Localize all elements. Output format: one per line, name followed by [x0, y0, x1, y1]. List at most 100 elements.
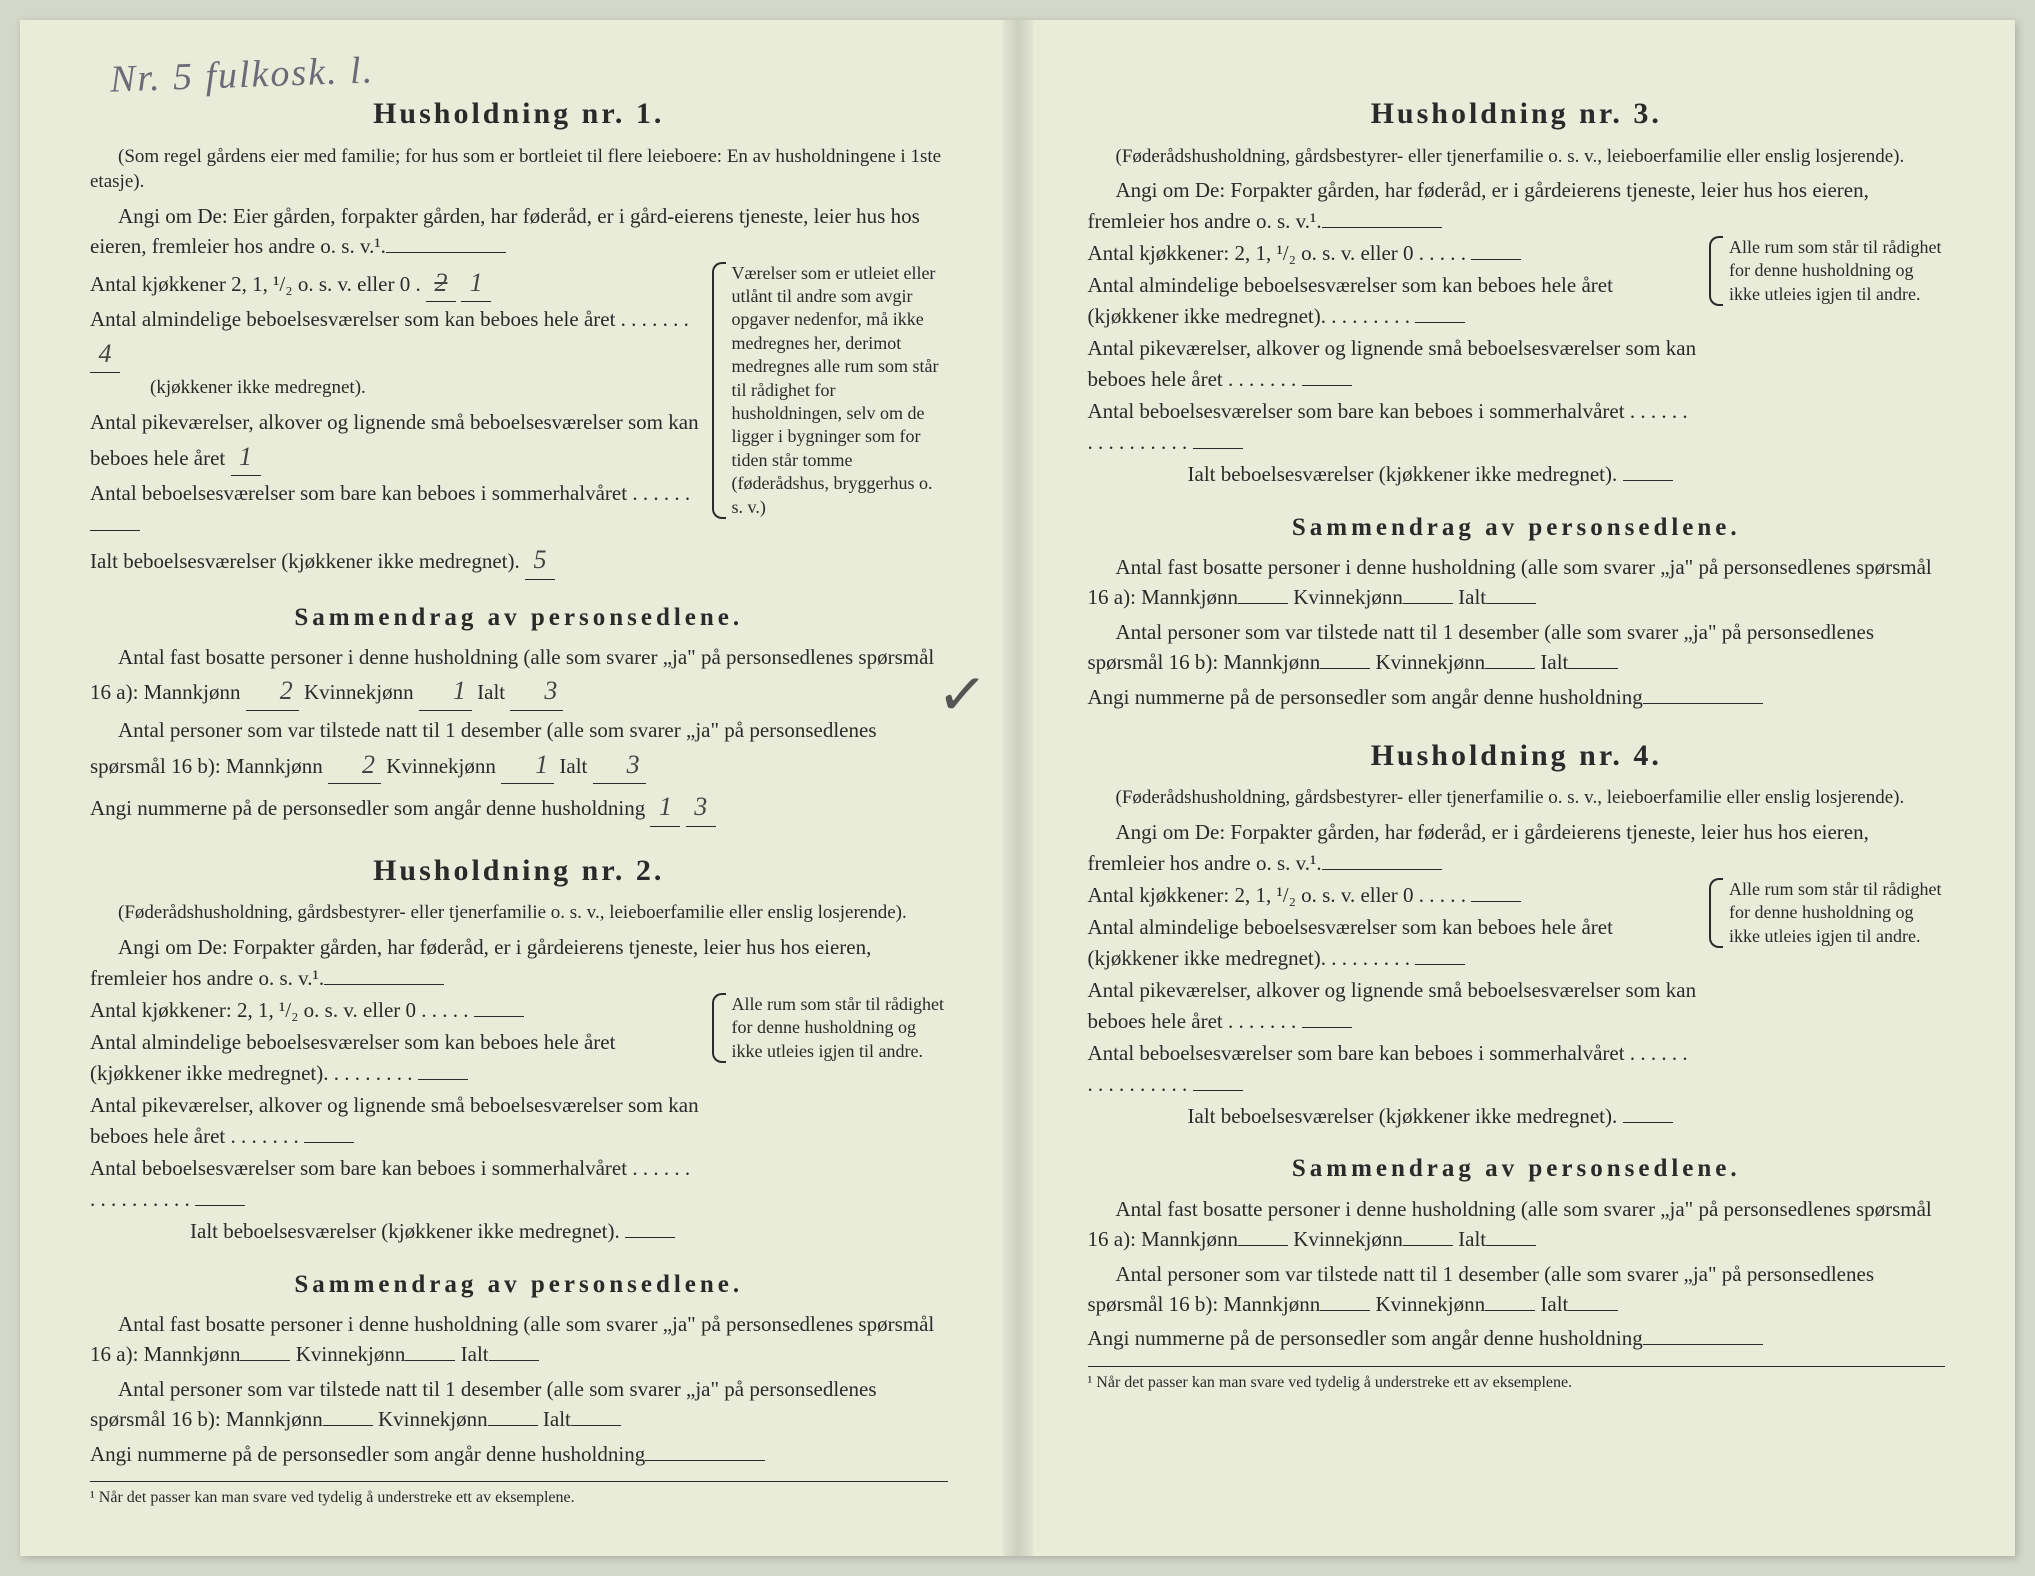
- b: [1238, 1225, 1288, 1246]
- b: [240, 1340, 290, 1361]
- rooms2-line: Antal pikeværelser, alkover og lignende …: [90, 1090, 700, 1151]
- household-title: Husholdning nr. 2.: [90, 849, 948, 893]
- nummer-label: Angi nummerne på de personsedler som ang…: [90, 1442, 645, 1466]
- angi-blank: [386, 232, 506, 253]
- sum2-m: 2: [328, 746, 381, 785]
- kjokken-label: Antal kjøkkener: 2, 1, ¹/₂ o. s. v. elle…: [1088, 241, 1414, 265]
- household-desc: (Føderådshusholdning, gårdsbestyrer- ell…: [90, 900, 948, 926]
- b: [1415, 944, 1465, 965]
- b: [1302, 1007, 1352, 1028]
- household-2: Husholdning nr. 2. (Føderådshusholdning,…: [90, 849, 948, 1469]
- nummer-label: Angi nummerne på de personsedler som ang…: [1088, 685, 1643, 709]
- rooms3-label: Antal beboelsesværelser som bare kan beb…: [1088, 399, 1625, 423]
- b: [489, 1340, 539, 1361]
- sum1-line: Antal fast bosatte personer i denne hush…: [90, 642, 948, 711]
- nummer-v2: 3: [686, 788, 716, 827]
- angi-text: Angi om De: Forpakter gården, har føderå…: [90, 935, 871, 989]
- sum2-ialt-label: Ialt: [543, 1407, 571, 1431]
- rooms3-line: Antal beboelsesværelser som bare kan beb…: [90, 1153, 700, 1214]
- rooms1-label: Antal almindelige beboelsesværelser som …: [90, 307, 615, 331]
- ialt-label: Ialt beboelsesværelser (kjøkkener ikke m…: [1188, 1104, 1618, 1128]
- kjokken-line: Antal kjøkkener: 2, 1, ¹/₂ o. s. v. elle…: [1088, 880, 1698, 910]
- b: [645, 1440, 765, 1461]
- sidenote-2: Alle rum som står til rådighet for denne…: [718, 993, 948, 1063]
- sidenote-3: Alle rum som står til rådighet for denne…: [1715, 236, 1945, 306]
- b: [1485, 648, 1535, 669]
- summary-block: ✓ Antal fast bosatte personer i denne hu…: [90, 642, 948, 827]
- household-4: Husholdning nr. 4. (Føderådshusholdning,…: [1088, 734, 1946, 1354]
- sum1-kv-label: Kvinnekjønn: [296, 1342, 406, 1366]
- rooms-block: Antal kjøkkener 2, 1, ¹/₂ o. s. v. eller…: [90, 262, 948, 582]
- rooms2-label: Antal pikeværelser, alkover og lignende …: [90, 410, 699, 469]
- b: [323, 1405, 373, 1426]
- household-desc: (Som regel gårdens eier med familie; for…: [90, 144, 948, 195]
- household-title: Husholdning nr. 4.: [1088, 734, 1946, 778]
- b: [1643, 1324, 1763, 1345]
- rooms3-label: Antal beboelsesværelser som bare kan beb…: [90, 481, 627, 505]
- angi-line: Angi om De: Forpakter gården, har føderå…: [1088, 817, 1946, 878]
- rooms3-label: Antal beboelsesværelser som bare kan beb…: [1088, 1041, 1625, 1065]
- right-page: Husholdning nr. 3. (Føderådshusholdning,…: [1018, 20, 2016, 1556]
- ialt-label: Ialt beboelsesværelser (kjøkkener ikke m…: [90, 549, 520, 573]
- sum2-ialt-label: Ialt: [1540, 650, 1568, 674]
- angi-blank: [1322, 207, 1442, 228]
- b: [1485, 1290, 1535, 1311]
- handwriting-annotation: Nr. 5 fulkosk. l.: [109, 43, 375, 107]
- rooms3-blank: [195, 1185, 245, 1206]
- sidenote-4: Alle rum som står til rådighet for denne…: [1715, 878, 1945, 948]
- rooms3-line: Antal beboelsesværelser som bare kan beb…: [1088, 396, 1698, 457]
- kjokken-line: Antal kjøkkener: 2, 1, ¹/₂ o. s. v. elle…: [1088, 238, 1698, 268]
- rooms3-line: Antal beboelsesværelser som bare kan beb…: [1088, 1038, 1698, 1099]
- sum2-kv-label: Kvinnekjønn: [1375, 1292, 1485, 1316]
- rooms2-line: Antal pikeværelser, alkover og lignende …: [1088, 333, 1698, 394]
- sum2-ialt: 3: [593, 746, 646, 785]
- nummer-v1: 1: [650, 788, 680, 827]
- rooms3-blank: [90, 510, 140, 531]
- household-desc: (Føderådshusholdning, gårdsbestyrer- ell…: [1088, 144, 1946, 170]
- b: [571, 1405, 621, 1426]
- household-title: Husholdning nr. 3.: [1088, 92, 1946, 136]
- sidenote-text: Alle rum som står til rådighet for denne…: [1729, 237, 1941, 304]
- ialt-label: Ialt beboelsesværelser (kjøkkener ikke m…: [1188, 462, 1618, 486]
- household-1: Husholdning nr. 1. (Som regel gårdens ei…: [90, 92, 948, 827]
- b: [1238, 583, 1288, 604]
- sum1-kv-label: Kvinnekjønn: [1293, 585, 1403, 609]
- b: [1320, 648, 1370, 669]
- rooms2-line: Antal pikeværelser, alkover og lignende …: [1088, 975, 1698, 1036]
- sum1-line: Antal fast bosatte personer i denne hush…: [90, 1309, 948, 1370]
- b: [1415, 302, 1465, 323]
- ialt-blank: [625, 1217, 675, 1238]
- sidenote-text: Værelser som er utleiet eller utlånt til…: [732, 263, 939, 517]
- rooms1-line: Antal almindelige beboelsesværelser som …: [90, 304, 700, 373]
- nummer-line: Angi nummerne på de personsedler som ang…: [90, 788, 948, 827]
- rooms1-label: Antal almindelige beboelsesværelser som …: [1088, 915, 1613, 969]
- angi-line: Angi om De: Forpakter gården, har føderå…: [90, 932, 948, 993]
- rooms3-line: Antal beboelsesværelser som bare kan beb…: [90, 478, 700, 539]
- kjokken-label: Antal kjøkkener: 2, 1, ¹/₂ o. s. v. elle…: [1088, 883, 1414, 907]
- household-desc: (Føderådshusholdning, gårdsbestyrer- ell…: [1088, 785, 1946, 811]
- b: [1568, 1290, 1618, 1311]
- rooms-block: Antal kjøkkener: 2, 1, ¹/₂ o. s. v. elle…: [1088, 878, 1946, 1134]
- ialt-label: Ialt beboelsesværelser (kjøkkener ikke m…: [190, 1219, 620, 1243]
- b: [1403, 583, 1453, 604]
- summary-title: Sammendrag av personsedlene.: [1088, 1151, 1946, 1187]
- rooms2-label: Antal pikeværelser, alkover og lignende …: [1088, 336, 1697, 390]
- household-3: Husholdning nr. 3. (Føderådshusholdning,…: [1088, 92, 1946, 712]
- sum2-line: Antal personer som var tilstede natt til…: [90, 1374, 948, 1435]
- summary-block: Antal fast bosatte personer i denne hush…: [1088, 1194, 1946, 1354]
- rooms1-line: Antal almindelige beboelsesværelser som …: [90, 1027, 700, 1088]
- sum1-ialt-label: Ialt: [1458, 1227, 1486, 1251]
- kjokken-label: Antal kjøkkener 2, 1, ¹/₂ o. s. v. eller…: [90, 272, 410, 296]
- ialt-line: Ialt beboelsesværelser (kjøkkener ikke m…: [1088, 1101, 1698, 1131]
- left-page: Nr. 5 fulkosk. l. Husholdning nr. 1. (So…: [20, 20, 1018, 1556]
- b: [1486, 583, 1536, 604]
- angi-line: Angi om De: Eier gården, forpakter gårde…: [90, 201, 948, 262]
- nummer-label: Angi nummerne på de personsedler som ang…: [1088, 1326, 1643, 1350]
- rooms1-line: Antal almindelige beboelsesværelser som …: [1088, 270, 1698, 331]
- kjokken-val: 1: [461, 264, 491, 303]
- rooms2-label: Antal pikeværelser, alkover og lignende …: [1088, 978, 1697, 1032]
- ialt-line: Ialt beboelsesværelser (kjøkkener ikke m…: [1088, 459, 1698, 489]
- sum1-m: 2: [246, 672, 299, 711]
- sidenote-1: Værelser som er utleiet eller utlånt til…: [718, 262, 948, 519]
- rooms2-label: Antal pikeværelser, alkover og lignende …: [90, 1093, 699, 1147]
